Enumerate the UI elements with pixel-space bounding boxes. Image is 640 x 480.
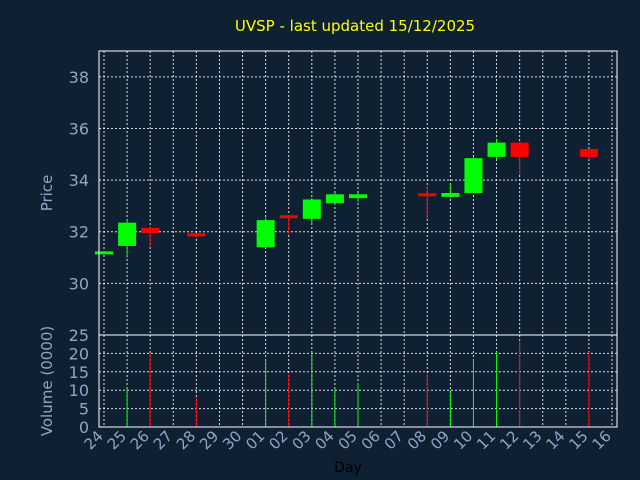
candle-body — [256, 220, 275, 248]
volume-bars — [126, 340, 590, 427]
candle-body — [349, 194, 367, 199]
candle-body — [187, 233, 206, 237]
price-tick-label: 34 — [69, 171, 89, 190]
candle-body — [510, 142, 529, 157]
volume-tick-label: 15 — [69, 363, 89, 382]
x-ticks: 2425262728293001020304050607080910111213… — [81, 427, 615, 453]
price-tick-label: 36 — [69, 119, 89, 138]
chart-title: UVSP - last updated 15/12/2025 — [235, 17, 475, 35]
price-tick-label: 30 — [69, 274, 89, 293]
candle-body — [418, 193, 437, 197]
candles — [95, 138, 598, 258]
price-panel: 30 32 34 36 38 — [69, 50, 618, 336]
candle-body — [487, 142, 506, 157]
x-axis-label: Day — [334, 460, 362, 476]
candle-body — [464, 158, 483, 193]
price-tick-label: 38 — [69, 68, 89, 87]
candle-body — [118, 222, 137, 246]
candle-body — [441, 193, 460, 197]
candle-body — [302, 199, 321, 219]
volume-tick-label: 25 — [69, 326, 89, 345]
price-axis-label: Price — [38, 175, 56, 212]
candle-body — [279, 215, 298, 219]
price-tick-label: 32 — [69, 223, 89, 242]
volume-tick-label: 5 — [79, 400, 89, 419]
volume-tick-label: 20 — [69, 344, 89, 363]
candle-body — [141, 227, 160, 234]
volume-frame — [98, 334, 618, 428]
candle-body — [325, 194, 344, 204]
price-y-ticks: 30 32 34 36 38 — [69, 68, 89, 294]
volume-axis-label: Volume (0000) — [38, 326, 56, 436]
x-tick-label: 16 — [589, 427, 615, 453]
volume-tick-label: 0 — [79, 418, 89, 437]
volume-tick-label: 10 — [69, 381, 89, 400]
candle-body — [95, 251, 113, 255]
candle-body — [579, 149, 598, 157]
